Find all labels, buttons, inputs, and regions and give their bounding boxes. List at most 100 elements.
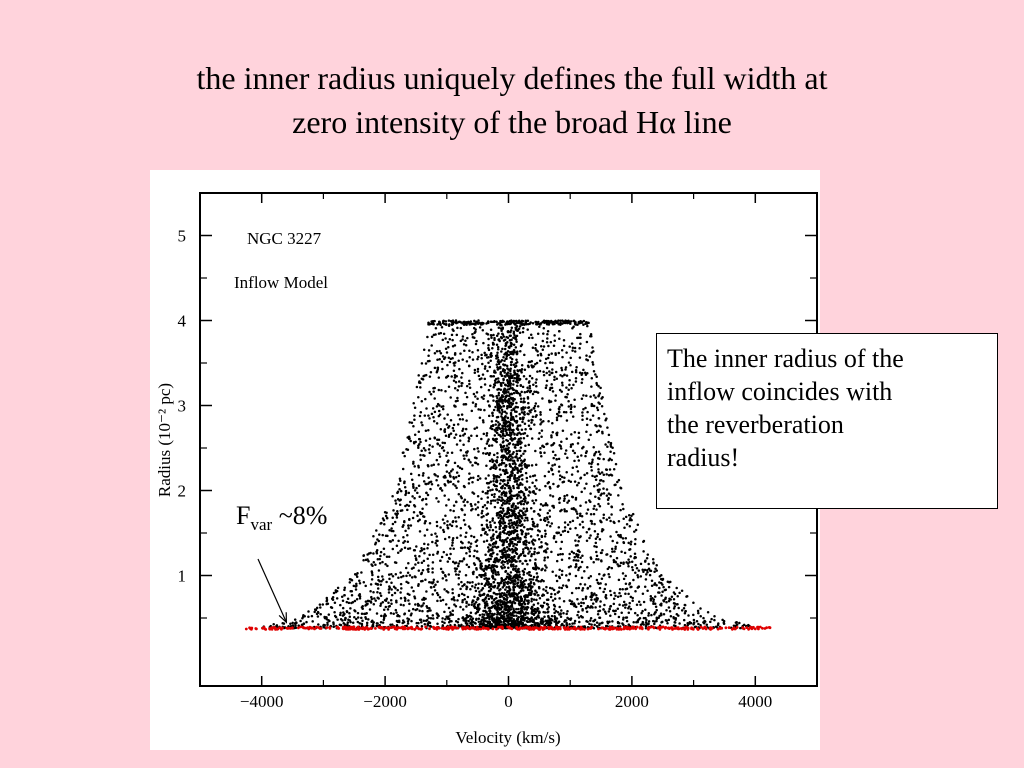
- data-point: [522, 579, 526, 583]
- data-point: [419, 381, 422, 385]
- data-point: [402, 574, 405, 578]
- data-point: [513, 398, 516, 401]
- data-point: [509, 396, 513, 400]
- data-point: [578, 371, 582, 375]
- data-point: [449, 547, 452, 550]
- data-point: [438, 358, 441, 361]
- data-point: [502, 598, 506, 601]
- data-point: [436, 552, 439, 555]
- data-point: [444, 337, 447, 340]
- data-point: [545, 523, 549, 527]
- data-point: [492, 477, 496, 480]
- data-point: [495, 354, 499, 357]
- data-point: [358, 579, 361, 583]
- data-point: [459, 449, 463, 452]
- data-point: [539, 620, 543, 624]
- data-point: [489, 587, 493, 591]
- data-point: [455, 471, 459, 474]
- data-point: [551, 599, 555, 602]
- data-point: [502, 445, 505, 449]
- data-point: [555, 559, 559, 563]
- data-point: [624, 582, 628, 586]
- data-point: [667, 618, 671, 622]
- data-point: [504, 419, 508, 423]
- data-point: [449, 480, 452, 484]
- data-point: [431, 445, 434, 448]
- data-point: [550, 614, 554, 618]
- data-point: [576, 555, 580, 559]
- data-point: [426, 614, 429, 618]
- data-point: [482, 569, 486, 573]
- data-point: [345, 600, 349, 604]
- data-point: [522, 512, 525, 516]
- data-point: [579, 476, 583, 480]
- data-point: [600, 577, 604, 581]
- data-point: [483, 567, 486, 570]
- data-point: [372, 535, 375, 538]
- data-point: [488, 365, 492, 369]
- data-point: [389, 623, 392, 627]
- data-point: [430, 483, 434, 486]
- data-point: [592, 507, 595, 511]
- data-point: [441, 577, 445, 580]
- data-point: [595, 594, 598, 597]
- data-point: [482, 451, 485, 455]
- data-point: [441, 338, 445, 342]
- data-point: [446, 460, 449, 464]
- data-point: [514, 455, 517, 459]
- data-point: [512, 363, 516, 367]
- data-point: [468, 581, 472, 584]
- data-point: [426, 557, 429, 561]
- data-point: [434, 532, 437, 535]
- data-point: [468, 547, 471, 551]
- data-point: [534, 343, 538, 347]
- data-point: [544, 564, 547, 567]
- data-point: [533, 423, 536, 426]
- data-point: [531, 578, 535, 581]
- data-point: [559, 447, 563, 450]
- data-point: [432, 463, 436, 466]
- data-point: [488, 405, 491, 408]
- data-point: [649, 569, 653, 573]
- data-point: [652, 600, 655, 603]
- data-point: [429, 586, 433, 589]
- data-point: [621, 604, 625, 607]
- data-point: [487, 550, 490, 553]
- data-point: [565, 612, 568, 616]
- data-point: [427, 564, 430, 567]
- data-point: [370, 595, 373, 599]
- data-point: [356, 616, 360, 619]
- data-point: [591, 474, 594, 478]
- data-point: [381, 533, 384, 537]
- data-point: [590, 402, 594, 406]
- data-point: [624, 587, 627, 591]
- data-point: [589, 574, 593, 578]
- data-point: [299, 619, 302, 623]
- data-point: [533, 390, 536, 394]
- data-point: [491, 437, 495, 441]
- data-point: [586, 324, 589, 328]
- data-point: [517, 484, 520, 487]
- data-point: [623, 603, 627, 606]
- data-point: [614, 547, 617, 551]
- data-point: [632, 621, 635, 624]
- data-point: [422, 559, 426, 563]
- data-point: [747, 623, 750, 627]
- data-point: [617, 621, 621, 625]
- data-point: [518, 560, 521, 563]
- data-point: [539, 518, 542, 522]
- data-point: [502, 355, 505, 359]
- data-point: [610, 547, 614, 551]
- data-point: [497, 332, 500, 335]
- data-point: [505, 591, 509, 594]
- data-point: [547, 521, 550, 524]
- data-point: [557, 470, 561, 473]
- data-point: [533, 562, 537, 565]
- data-point: [509, 455, 513, 458]
- data-point: [424, 497, 428, 501]
- data-point: [482, 527, 486, 531]
- data-point: [558, 605, 561, 609]
- data-point: [390, 588, 393, 591]
- data-point: [424, 362, 428, 365]
- data-point: [566, 393, 569, 396]
